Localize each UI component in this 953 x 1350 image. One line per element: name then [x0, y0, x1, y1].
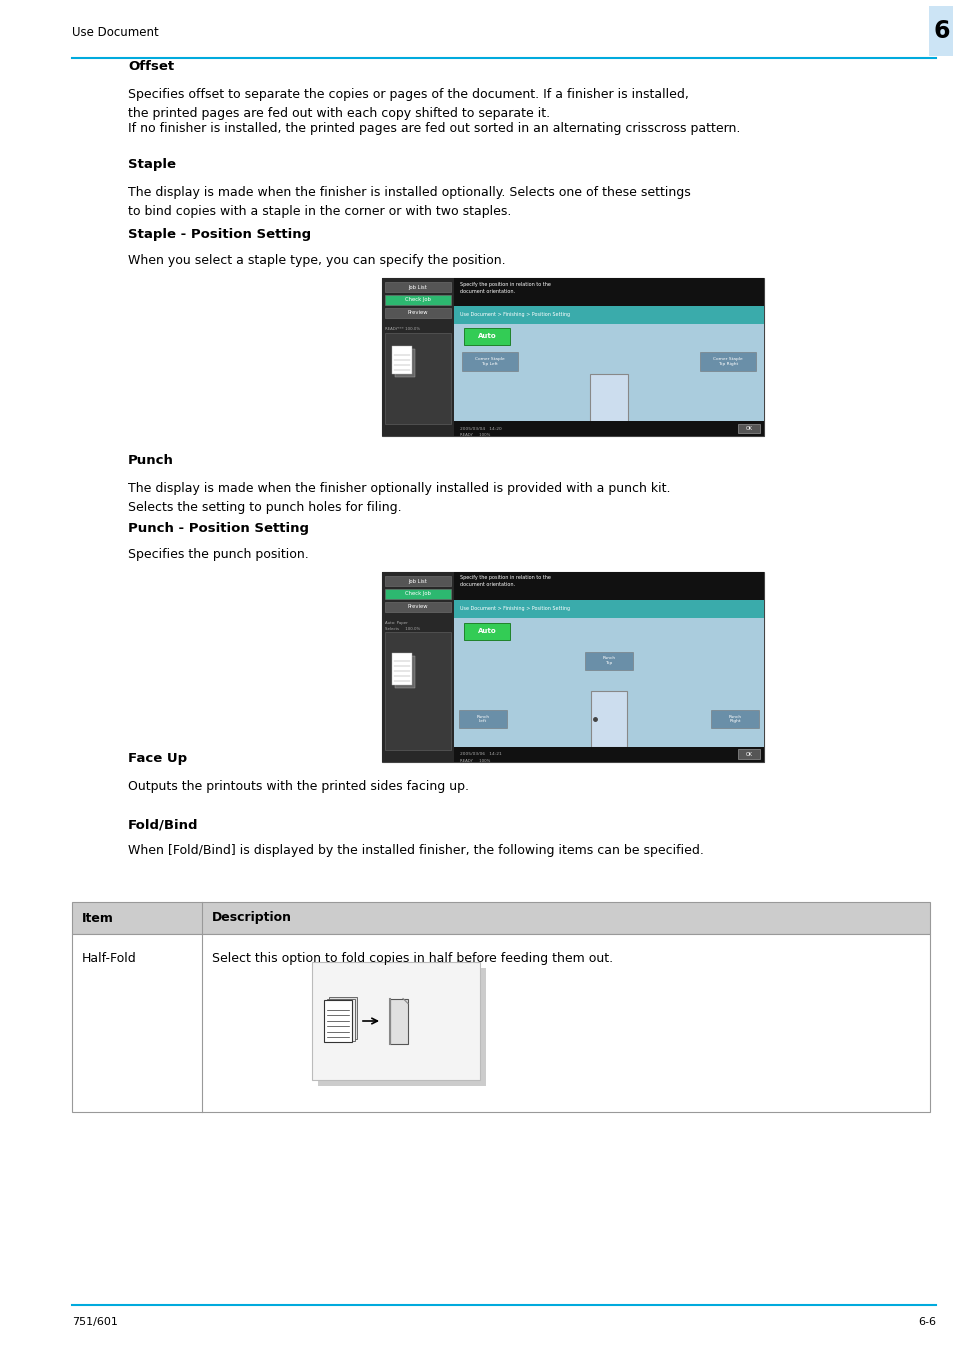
FancyBboxPatch shape [326, 999, 355, 1041]
Text: Item: Item [82, 911, 113, 925]
FancyBboxPatch shape [392, 653, 412, 684]
Text: Preview: Preview [407, 605, 428, 609]
FancyBboxPatch shape [589, 374, 627, 427]
Text: Corner Staple
Top Right: Corner Staple Top Right [713, 356, 742, 366]
Text: Use Document: Use Document [71, 27, 158, 39]
Text: Punch
Top: Punch Top [601, 656, 615, 666]
Text: Staple - Position Setting: Staple - Position Setting [128, 228, 311, 242]
Text: OK: OK [744, 752, 752, 757]
Text: Specifies offset to separate the copies or pages of the document. If a finisher : Specifies offset to separate the copies … [128, 88, 688, 101]
FancyBboxPatch shape [385, 602, 451, 612]
FancyBboxPatch shape [710, 710, 759, 728]
Text: The display is made when the finisher is installed optionally. Selects one of th: The display is made when the finisher is… [128, 186, 690, 198]
FancyBboxPatch shape [385, 333, 451, 424]
FancyBboxPatch shape [454, 572, 763, 599]
FancyBboxPatch shape [385, 296, 451, 305]
FancyBboxPatch shape [463, 328, 509, 344]
Text: 6-6: 6-6 [917, 1318, 935, 1327]
FancyBboxPatch shape [584, 652, 632, 670]
FancyBboxPatch shape [463, 622, 509, 640]
Text: Auto: Paper: Auto: Paper [385, 621, 407, 625]
Text: READY     100%: READY 100% [459, 432, 490, 436]
Text: 6: 6 [933, 19, 949, 43]
Text: Description: Description [212, 911, 292, 925]
Text: Selects     100.0%: Selects 100.0% [385, 626, 420, 630]
Text: When you select a staple type, you can specify the position.: When you select a staple type, you can s… [128, 254, 505, 267]
Text: OK: OK [744, 427, 752, 431]
Text: When [Fold/Bind] is displayed by the installed finisher, the following items can: When [Fold/Bind] is displayed by the ins… [128, 844, 703, 857]
FancyBboxPatch shape [385, 282, 451, 292]
FancyBboxPatch shape [738, 749, 760, 760]
Text: Check Job: Check Job [404, 591, 431, 597]
FancyBboxPatch shape [395, 656, 415, 688]
Text: Job List: Job List [408, 579, 427, 583]
Text: Use Document > Finishing > Position Setting: Use Document > Finishing > Position Sett… [459, 606, 569, 612]
FancyBboxPatch shape [385, 308, 451, 319]
FancyBboxPatch shape [381, 572, 763, 761]
FancyBboxPatch shape [461, 352, 517, 371]
Text: READY     100%: READY 100% [459, 759, 490, 763]
FancyBboxPatch shape [381, 572, 454, 761]
Text: READY*** 100.0%: READY*** 100.0% [385, 327, 419, 331]
FancyBboxPatch shape [385, 632, 451, 751]
FancyBboxPatch shape [700, 352, 755, 371]
Text: Outputs the printouts with the printed sides facing up.: Outputs the printouts with the printed s… [128, 780, 469, 792]
FancyBboxPatch shape [71, 902, 929, 934]
Text: Half-Fold: Half-Fold [82, 952, 136, 965]
FancyBboxPatch shape [381, 278, 454, 436]
FancyBboxPatch shape [385, 576, 451, 586]
Text: Punch: Punch [128, 454, 173, 467]
Text: Select this option to fold copies in half before feeding them out.: Select this option to fold copies in hal… [212, 952, 613, 965]
Text: Use Document > Finishing > Position Setting: Use Document > Finishing > Position Sett… [459, 312, 569, 317]
FancyBboxPatch shape [390, 999, 408, 1044]
FancyBboxPatch shape [312, 963, 479, 1080]
FancyBboxPatch shape [454, 278, 763, 305]
Text: Face Up: Face Up [128, 752, 187, 765]
FancyBboxPatch shape [392, 346, 412, 374]
FancyBboxPatch shape [928, 5, 953, 55]
Text: Job List: Job List [408, 285, 427, 289]
FancyBboxPatch shape [395, 348, 415, 377]
FancyBboxPatch shape [738, 424, 760, 433]
Text: Punch - Position Setting: Punch - Position Setting [128, 522, 309, 535]
Text: Auto: Auto [477, 628, 496, 634]
FancyBboxPatch shape [381, 278, 763, 436]
FancyBboxPatch shape [317, 968, 485, 1085]
FancyBboxPatch shape [590, 691, 626, 747]
Text: 751/601: 751/601 [71, 1318, 118, 1327]
FancyBboxPatch shape [454, 617, 763, 761]
FancyBboxPatch shape [454, 747, 763, 761]
FancyBboxPatch shape [324, 1000, 352, 1042]
Text: Specifies the punch position.: Specifies the punch position. [128, 548, 309, 562]
Text: Offset: Offset [128, 59, 174, 73]
Text: Auto: Auto [477, 333, 496, 339]
Text: to bind copies with a staple in the corner or with two staples.: to bind copies with a staple in the corn… [128, 204, 511, 217]
Text: Preview: Preview [407, 310, 428, 316]
Text: 2005/03/06   14:21: 2005/03/06 14:21 [459, 752, 501, 756]
Text: The display is made when the finisher optionally installed is provided with a pu: The display is made when the finisher op… [128, 482, 670, 495]
FancyBboxPatch shape [385, 589, 451, 599]
FancyBboxPatch shape [454, 305, 763, 324]
Text: Specify the position in relation to the
document orientation.: Specify the position in relation to the … [459, 282, 550, 293]
Text: Selects the setting to punch holes for filing.: Selects the setting to punch holes for f… [128, 501, 401, 513]
FancyBboxPatch shape [71, 934, 929, 1112]
FancyBboxPatch shape [454, 324, 763, 436]
Text: Punch
Right: Punch Right [728, 714, 740, 724]
Text: 2005/03/04   14:20: 2005/03/04 14:20 [459, 427, 501, 431]
Text: Check Job: Check Job [404, 297, 431, 302]
Text: If no finisher is installed, the printed pages are fed out sorted in an alternat: If no finisher is installed, the printed… [128, 122, 740, 135]
FancyBboxPatch shape [454, 599, 763, 617]
Text: Fold/Bind: Fold/Bind [128, 818, 198, 832]
Text: Specify the position in relation to the
document orientation.: Specify the position in relation to the … [459, 575, 550, 587]
FancyBboxPatch shape [454, 421, 763, 436]
FancyBboxPatch shape [458, 710, 506, 728]
Text: Corner Staple
Top Left: Corner Staple Top Left [475, 356, 504, 366]
Text: the printed pages are fed out with each copy shifted to separate it.: the printed pages are fed out with each … [128, 107, 550, 120]
Text: Punch
Left: Punch Left [476, 714, 489, 724]
FancyBboxPatch shape [329, 998, 356, 1040]
Text: Staple: Staple [128, 158, 175, 171]
